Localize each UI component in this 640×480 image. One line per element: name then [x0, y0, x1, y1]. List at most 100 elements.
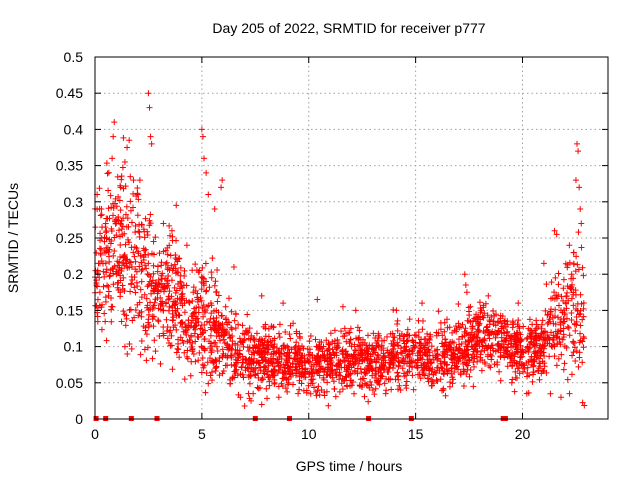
data-point	[557, 307, 564, 314]
data-point	[160, 220, 167, 227]
data-point	[520, 362, 527, 369]
data-point	[463, 371, 470, 378]
data-point	[560, 297, 567, 304]
data-point	[389, 365, 396, 372]
data-point	[209, 255, 216, 262]
data-point	[524, 343, 531, 350]
data-point	[311, 370, 318, 377]
data-point	[117, 207, 124, 214]
data-point	[228, 361, 235, 368]
data-point	[197, 331, 204, 338]
data-point	[202, 260, 209, 267]
data-point	[536, 334, 543, 341]
data-point	[467, 303, 474, 310]
data-point	[509, 324, 516, 331]
data-point	[578, 244, 585, 251]
data-point	[577, 322, 584, 329]
data-point	[314, 359, 321, 366]
data-point	[199, 354, 206, 361]
data-point	[169, 366, 176, 373]
data-point	[246, 395, 253, 402]
data-point	[195, 309, 202, 316]
data-point	[256, 359, 263, 366]
data-point	[352, 347, 359, 354]
data-point	[141, 346, 148, 353]
y-tick-label: 0.35	[56, 158, 83, 174]
data-point	[96, 274, 103, 281]
data-point	[290, 320, 297, 327]
data-point	[334, 366, 341, 373]
data-point	[242, 367, 249, 374]
data-point	[512, 368, 519, 375]
data-point	[212, 339, 219, 346]
data-point	[181, 272, 188, 279]
data-point	[401, 370, 408, 377]
data-point	[561, 310, 568, 317]
data-point	[155, 317, 162, 324]
data-point	[453, 344, 460, 351]
data-point	[96, 185, 103, 192]
data-point	[402, 348, 409, 355]
data-point	[381, 367, 388, 374]
x-tick-label: 10	[301, 426, 317, 442]
data-point	[374, 351, 381, 358]
data-point	[314, 369, 321, 376]
data-point	[163, 316, 170, 323]
data-point	[343, 351, 350, 358]
data-point	[117, 184, 124, 191]
data-point	[316, 342, 323, 349]
data-point	[361, 339, 368, 346]
data-point	[442, 336, 449, 343]
data-point	[548, 343, 555, 350]
data-point	[128, 281, 135, 288]
data-point	[214, 298, 221, 305]
data-point	[394, 327, 401, 334]
data-point	[449, 380, 456, 387]
data-point	[474, 358, 481, 365]
data-point	[388, 340, 395, 347]
data-point	[192, 338, 199, 345]
data-point	[116, 197, 123, 204]
data-point	[345, 371, 352, 378]
data-point	[327, 330, 334, 337]
data-point	[145, 323, 152, 330]
data-point	[323, 388, 330, 395]
data-point	[222, 303, 229, 310]
data-point	[570, 340, 577, 347]
data-point	[557, 319, 564, 326]
data-point	[549, 314, 556, 321]
data-point	[133, 279, 140, 286]
data-point	[359, 336, 366, 343]
data-point	[109, 303, 116, 310]
data-point	[169, 310, 176, 317]
data-point	[568, 371, 575, 378]
data-point	[563, 305, 570, 312]
data-point	[103, 160, 110, 167]
data-point	[300, 387, 307, 394]
data-point	[245, 347, 252, 354]
data-point	[528, 339, 535, 346]
data-point	[166, 222, 173, 229]
data-point	[447, 379, 454, 386]
data-point	[220, 336, 227, 343]
data-point	[488, 352, 495, 359]
y-tick-label: 0.5	[64, 49, 84, 65]
data-point	[162, 285, 169, 292]
data-point	[403, 378, 410, 385]
data-point	[176, 255, 183, 262]
data-point	[397, 387, 404, 394]
data-point	[381, 380, 388, 387]
data-point	[538, 345, 545, 352]
data-point	[453, 363, 460, 370]
data-point	[566, 332, 573, 339]
data-point	[103, 337, 110, 344]
data-point	[287, 371, 294, 378]
data-point	[104, 282, 111, 289]
data-point	[140, 245, 147, 252]
data-point	[212, 278, 219, 285]
data-point	[121, 343, 128, 350]
data-point	[368, 358, 375, 365]
data-point	[485, 292, 492, 299]
data-point	[471, 315, 478, 322]
data-point	[145, 319, 152, 326]
